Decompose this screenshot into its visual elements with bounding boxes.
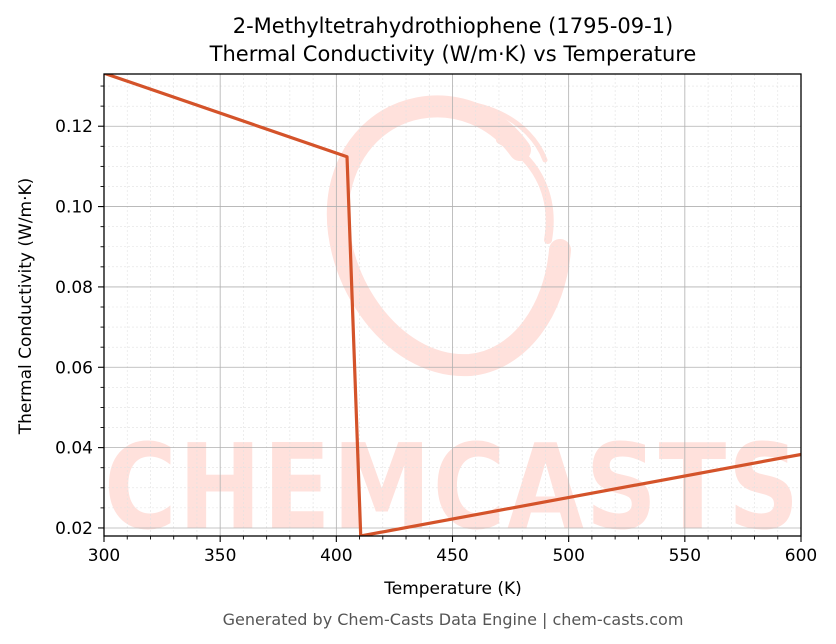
x-axis-label: Temperature (K) <box>383 579 522 599</box>
series-line-0 <box>104 74 801 536</box>
y-tick-label: 0.10 <box>55 198 93 218</box>
y-tick-label: 0.04 <box>55 439 93 459</box>
y-axis-ticks: 0.02 0.04 0.06 0.08 0.10 0.12 <box>55 85 104 539</box>
x-tick-label: 450 <box>436 546 468 566</box>
x-tick-label: 300 <box>88 546 120 566</box>
x-axis-ticks: 300 350 400 450 500 550 600 <box>88 536 817 566</box>
x-tick-label: 600 <box>785 546 817 566</box>
x-tick-label: 400 <box>320 546 352 566</box>
x-tick-label: 550 <box>669 546 701 566</box>
y-tick-label: 0.02 <box>55 519 93 539</box>
watermark-logo-icon <box>326 95 571 377</box>
footer-credit: Generated by Chem-Casts Data Engine | ch… <box>223 610 684 629</box>
chart-subtitle: Thermal Conductivity (W/m·K) vs Temperat… <box>209 42 697 66</box>
y-tick-label: 0.08 <box>55 278 93 298</box>
y-axis-label: Thermal Conductivity (W/m·K) <box>16 178 36 436</box>
y-tick-label: 0.06 <box>55 358 93 378</box>
x-tick-label: 350 <box>204 546 236 566</box>
x-tick-label: 500 <box>552 546 584 566</box>
y-tick-label: 0.12 <box>55 117 93 137</box>
series-layer <box>104 74 801 536</box>
chart-title: 2-Methyltetrahydrothiophene (1795-09-1) <box>233 14 674 38</box>
